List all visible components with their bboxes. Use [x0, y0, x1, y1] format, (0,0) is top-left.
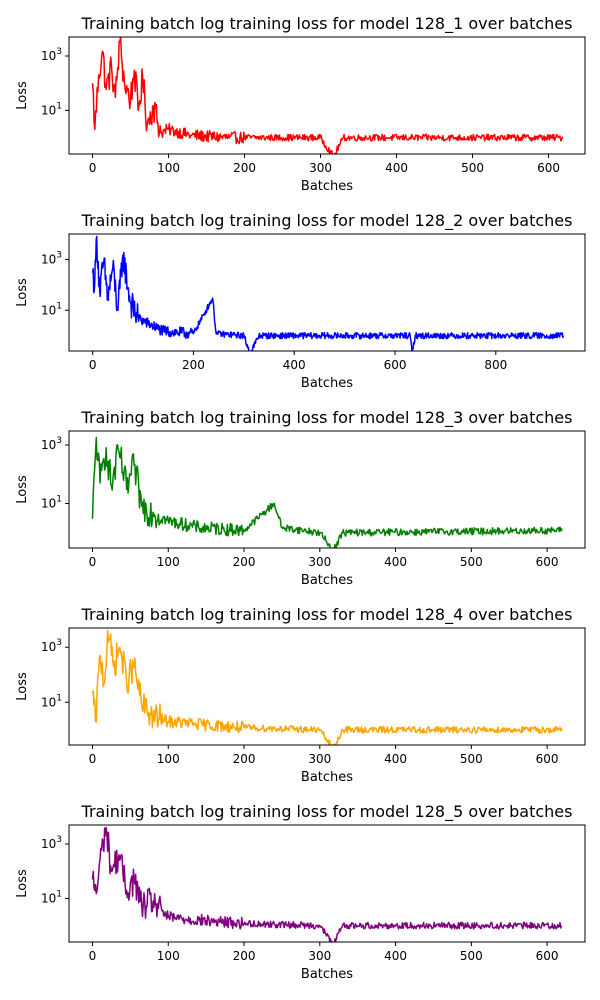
- plot-frame: [68, 233, 586, 352]
- x-tick-label: 200: [233, 161, 256, 175]
- subplot-3: 0 100 200 300 400 500 600 103 101 Training batch …: [15, 408, 586, 588]
- y-tick-label: 101: [41, 889, 62, 905]
- loss-series-line: [91, 629, 563, 745]
- y-tick-label: 103: [41, 47, 62, 63]
- x-axis-label: Batches: [301, 967, 353, 982]
- x-tick-label: 300: [309, 161, 332, 175]
- x-tick-label: 0: [89, 161, 97, 175]
- x-tick-label: 0: [89, 752, 97, 766]
- y-tick-label: 101: [41, 301, 62, 317]
- subplot-2: 0 200 400 600 800 103 101 Training batch log tr…: [15, 211, 586, 391]
- x-tick-label: 300: [308, 752, 331, 766]
- x-tick-label: 800: [484, 358, 507, 372]
- loss-series-line: [91, 826, 563, 942]
- chart-title: Training batch log training loss for mod…: [81, 14, 573, 34]
- x-tick-label: 400: [384, 752, 407, 766]
- loss-series-line: [91, 436, 563, 548]
- x-tick-label: 200: [233, 555, 256, 569]
- y-axis-label: Loss: [15, 869, 30, 898]
- x-tick-label: 300: [308, 555, 331, 569]
- y-axis-label: Loss: [15, 278, 30, 307]
- y-tick-label: 101: [41, 494, 62, 510]
- plot-frame: [68, 627, 586, 746]
- y-tick-label: 101: [41, 693, 62, 709]
- chart-title: Training batch log training loss for mod…: [81, 408, 573, 428]
- x-tick-label: 600: [536, 555, 559, 569]
- x-tick-label: 500: [461, 161, 484, 175]
- y-tick-label: 101: [41, 101, 62, 117]
- plot-frame: [68, 430, 586, 549]
- chart-title: Training batch log training loss for mod…: [81, 802, 573, 822]
- x-tick-label: 200: [233, 949, 256, 963]
- subplot-5: 0 100 200 300 400 500 600 103 101 Training batch …: [15, 802, 586, 982]
- x-tick-label: 500: [460, 752, 483, 766]
- x-tick-label: 100: [157, 555, 180, 569]
- subplot-4: 0 100 200 300 400 500 600 103 101 Training batch …: [15, 605, 586, 785]
- y-tick-label: 103: [41, 436, 62, 452]
- y-axis-label: Loss: [15, 81, 30, 110]
- x-tick-label: 0: [89, 358, 97, 372]
- y-axis-label: Loss: [15, 475, 30, 504]
- x-tick-label: 400: [385, 161, 408, 175]
- x-tick-label: 500: [460, 555, 483, 569]
- x-tick-label: 400: [283, 358, 306, 372]
- x-tick-label: 300: [308, 949, 331, 963]
- x-tick-label: 600: [384, 358, 407, 372]
- x-tick-label: 600: [536, 752, 559, 766]
- chart-title: Training batch log training loss for mod…: [81, 605, 573, 625]
- y-axis-label: Loss: [15, 672, 30, 701]
- x-tick-label: 0: [89, 949, 97, 963]
- x-tick-label: 500: [460, 949, 483, 963]
- x-axis-label: Batches: [301, 573, 353, 588]
- plot-frame: [68, 824, 586, 943]
- x-tick-label: 0: [89, 555, 97, 569]
- x-tick-label: 100: [157, 161, 180, 175]
- chart-title: Training batch log training loss for mod…: [81, 211, 573, 231]
- x-tick-label: 200: [182, 358, 205, 372]
- y-tick-label: 103: [41, 638, 62, 654]
- x-tick-label: 400: [384, 555, 407, 569]
- x-tick-label: 400: [384, 949, 407, 963]
- subplot-1: 0 100 200 300 400 500 600 103 101 Training batch …: [15, 14, 586, 194]
- y-tick-label: 103: [41, 835, 62, 851]
- loss-series-line: [91, 235, 565, 351]
- loss-series-line: [91, 37, 564, 154]
- x-tick-label: 600: [537, 161, 560, 175]
- x-tick-label: 100: [157, 752, 180, 766]
- plot-frame: [68, 36, 586, 155]
- x-axis-label: Batches: [301, 376, 353, 391]
- x-tick-label: 200: [233, 752, 256, 766]
- y-tick-label: 103: [41, 250, 62, 266]
- x-tick-label: 100: [157, 949, 180, 963]
- x-axis-label: Batches: [301, 179, 353, 194]
- x-tick-label: 600: [536, 949, 559, 963]
- x-axis-label: Batches: [301, 770, 353, 785]
